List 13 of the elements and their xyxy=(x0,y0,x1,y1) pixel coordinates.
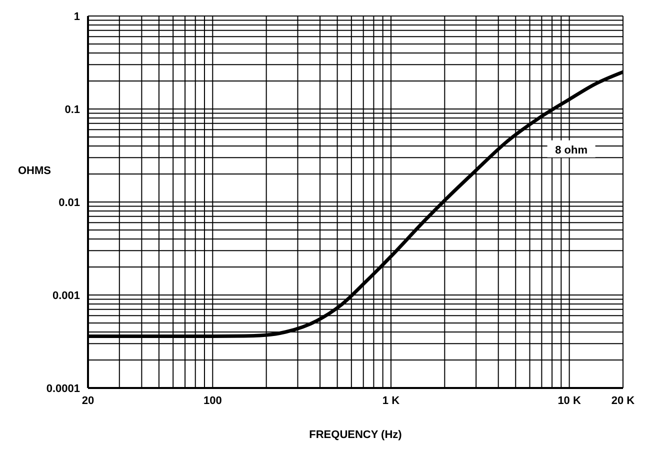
y-tick-label: 1 xyxy=(74,10,80,23)
x-tick-label: 20 xyxy=(82,394,94,407)
y-axis-title: OHMS xyxy=(18,164,51,177)
y-tick-label: 0.001 xyxy=(52,290,80,302)
text: 8 ohm xyxy=(555,144,588,156)
y-tick-label: 0.01 xyxy=(58,196,80,209)
y-tick-label: 0.0001 xyxy=(46,382,80,395)
x-tick-label: 100 xyxy=(203,394,222,407)
y-tick-label: 0.1 xyxy=(64,104,80,116)
x-tick-label: 1 K xyxy=(382,394,400,407)
x-tick-label: 20 K xyxy=(611,394,635,407)
x-tick-label: 10 K xyxy=(558,394,581,407)
x-axis-title: FREQUENCY (Hz) xyxy=(309,429,402,441)
